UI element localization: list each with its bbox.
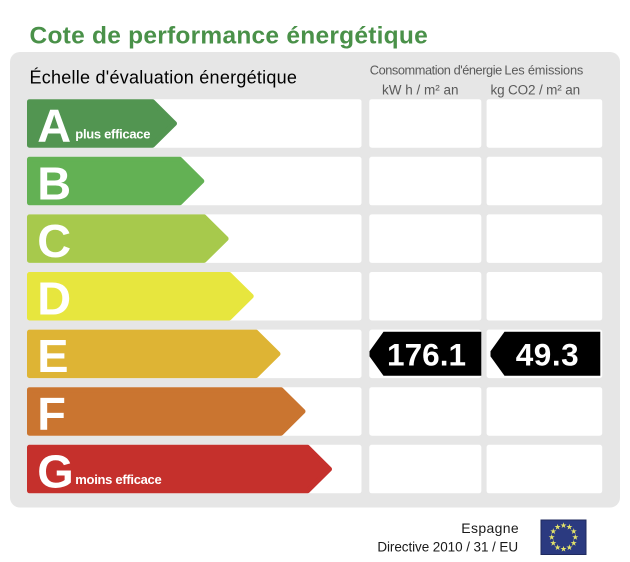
svg-text:A: A	[37, 100, 71, 151]
svg-text:Directive 2010 / 31 / EU: Directive 2010 / 31 / EU	[377, 540, 518, 555]
svg-text:F: F	[37, 388, 66, 439]
svg-text:Cote de performance énergétiqu: Cote de performance énergétique	[30, 23, 428, 50]
svg-text:G: G	[37, 446, 73, 497]
svg-text:kW h / m² an: kW h / m² an	[382, 83, 459, 98]
svg-text:plus efficace: plus efficace	[75, 127, 150, 142]
svg-text:Espagne: Espagne	[461, 520, 519, 536]
svg-text:D: D	[37, 273, 71, 324]
svg-text:E: E	[37, 331, 68, 382]
svg-text:Échelle d'évaluation énergétiq: Échelle d'évaluation énergétique	[30, 67, 298, 87]
svg-text:moins efficace: moins efficace	[75, 472, 161, 487]
svg-text:Les émissions: Les émissions	[504, 63, 583, 78]
svg-text:49.3: 49.3	[516, 337, 580, 373]
svg-text:176.1: 176.1	[387, 337, 466, 373]
svg-text:B: B	[37, 158, 71, 209]
svg-text:kg CO2 / m² an: kg CO2 / m² an	[491, 83, 580, 98]
svg-text:C: C	[37, 215, 71, 266]
svg-text:Consommation d'énergie: Consommation d'énergie	[370, 63, 502, 78]
